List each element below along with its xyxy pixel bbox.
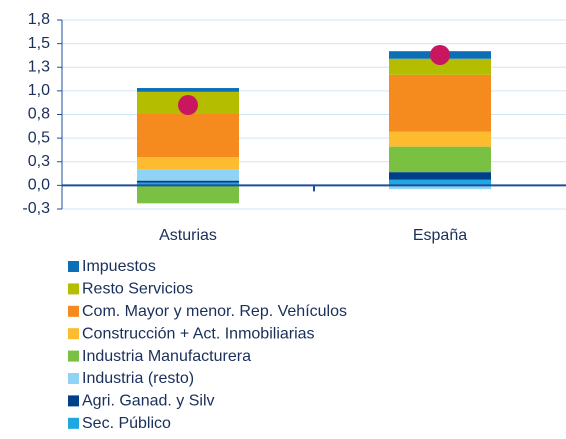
legend-swatch [68, 395, 79, 407]
legend-swatch [68, 305, 79, 317]
legend-label: Agri. Ganad. y Silv [82, 393, 215, 410]
bar-segment [389, 74, 491, 132]
legend-label: Industria Manufacturera [82, 348, 251, 365]
bar-segment [389, 179, 491, 186]
y-tick-label: 1,3 [28, 58, 50, 75]
bar-segment [137, 182, 239, 186]
y-tick-label: 1,8 [28, 11, 50, 28]
y-tick-label: -0,3 [22, 200, 50, 217]
bar-segment [389, 146, 491, 173]
legend-swatch [68, 350, 79, 362]
total-marker [430, 44, 450, 65]
y-tick-label: 0,5 [28, 129, 50, 146]
legend-swatch [68, 373, 79, 384]
legend-label: Industria (resto) [82, 370, 194, 387]
bar-segment [389, 172, 491, 180]
bar-segment [389, 58, 491, 75]
bar-segment [137, 157, 239, 170]
x-tick-label: Asturias [159, 227, 217, 244]
legend-label: Sec. Público [82, 415, 171, 432]
legend-swatch [68, 261, 79, 272]
legend-label: Construcción + Act. Inmobiliarias [82, 325, 315, 342]
x-tick-label: España [413, 227, 467, 244]
legend-swatch [68, 283, 79, 295]
bar-segment [137, 180, 239, 183]
legend-label: Impuestos [82, 258, 156, 275]
bar-segment [389, 185, 491, 190]
bar-segment [137, 113, 239, 158]
legend-label: Com. Mayor y menor. Rep. Vehículos [82, 303, 347, 320]
bar-segment [389, 131, 491, 147]
bar-segment [137, 185, 239, 204]
total-marker [178, 95, 198, 116]
y-tick-label: 1,5 [28, 35, 50, 52]
y-tick-label: 1,0 [28, 82, 50, 99]
y-tick-label: 0,3 [28, 153, 50, 170]
y-tick-label: 0,0 [28, 177, 50, 194]
legend-swatch [68, 417, 79, 429]
bar-segment [137, 169, 239, 181]
legend-label: Resto Servicios [82, 281, 193, 298]
legend-swatch [68, 328, 79, 340]
bar-segment [137, 88, 239, 92]
y-tick-label: 0,8 [28, 106, 50, 123]
